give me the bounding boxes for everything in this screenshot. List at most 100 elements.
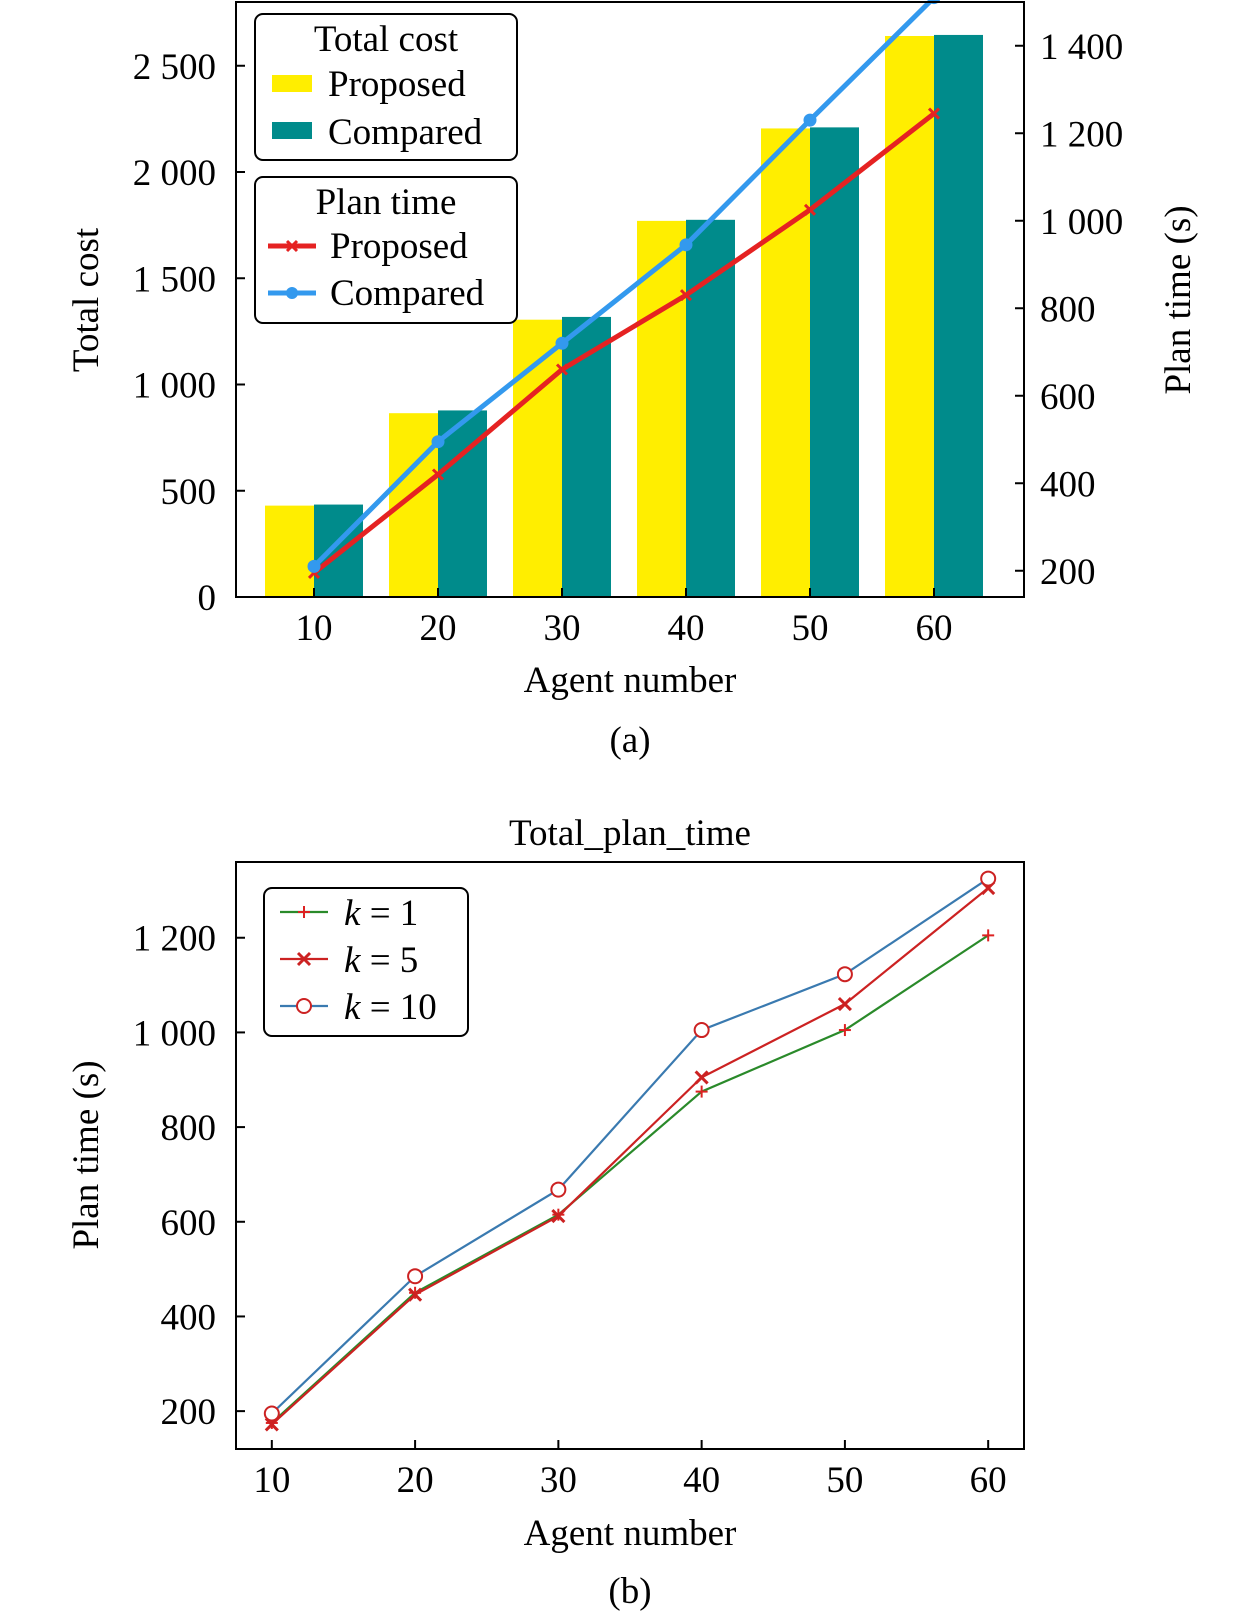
legend-label-rest: = 10 xyxy=(360,987,436,1028)
y-left-tick-label: 1 000 xyxy=(133,366,216,407)
legend-label-proposed-bar: Proposed xyxy=(328,64,466,105)
panel-a-caption: (a) xyxy=(609,720,650,761)
panel-b-caption: (b) xyxy=(608,1571,651,1612)
marker-stroke xyxy=(837,996,852,1012)
line-proposed xyxy=(312,111,936,575)
point-k-5-20 xyxy=(408,1287,423,1302)
bar-proposed-10 xyxy=(265,505,314,597)
legend-frame xyxy=(263,887,469,1037)
bar-proposed-30 xyxy=(513,319,562,597)
legend-x-marker xyxy=(285,239,299,253)
x-tick-label: 50 xyxy=(792,608,829,649)
marker-stroke xyxy=(285,239,299,253)
marker-stroke xyxy=(551,1209,566,1224)
point-k-10-50 xyxy=(836,966,853,983)
marker-stroke xyxy=(927,107,941,120)
bar-compared-30 xyxy=(562,316,611,597)
point-k-5-40 xyxy=(694,1070,709,1085)
panel-b-plot-frame xyxy=(235,861,1025,1450)
x-tick-label: 40 xyxy=(668,608,705,649)
point-proposed-60 xyxy=(927,107,941,120)
legend-marker-k-10 xyxy=(296,998,312,1014)
x-tick-label: 10 xyxy=(253,1460,290,1501)
legend-marker-k-5 xyxy=(296,951,312,967)
y-tick-label: 400 xyxy=(161,1297,217,1338)
x-tick-label: 10 xyxy=(296,608,333,649)
x-tick-label: 20 xyxy=(397,1460,434,1501)
panel-b-x-axis: 10 20 30 40 50 60 xyxy=(253,1440,1007,1501)
bar-compared-60 xyxy=(934,34,983,597)
legend-label-italic: k xyxy=(344,893,361,934)
y-left-tick-label: 2 000 xyxy=(133,153,216,194)
point-k-10-30 xyxy=(550,1181,567,1198)
y-right-tick-label: 200 xyxy=(1040,552,1096,593)
panel-a-y-left-label: Total cost xyxy=(66,227,107,372)
bar-proposed-50 xyxy=(761,128,810,597)
legend-frame xyxy=(254,13,518,161)
legend-label-k-1: k = 1 xyxy=(344,893,418,934)
panel-b-legend: k = 1k = 5k = 10 xyxy=(263,887,469,1037)
point-proposed-40 xyxy=(679,289,693,302)
marker-stroke xyxy=(679,289,693,302)
x-tick-label: 50 xyxy=(826,1460,863,1501)
panel-a-y-right-label: Plan time (s) xyxy=(1158,205,1199,394)
marker-stroke xyxy=(296,951,312,967)
line-k-1 xyxy=(271,934,989,1424)
legend-marker-compared-dot xyxy=(286,287,298,299)
marker-stroke xyxy=(555,363,569,376)
line-k-5 xyxy=(271,887,989,1426)
y-tick-label: 1 200 xyxy=(133,919,216,960)
panel-b-y-axis: 200 400 600 800 1 000 1 200 xyxy=(133,919,245,1433)
panel-a-chart: 0 500 1 000 1 500 2 000 2 500 200 400 600 800 1 0… xyxy=(66,0,1199,761)
y-tick-label: 800 xyxy=(161,1108,217,1149)
point-proposed-20 xyxy=(431,468,445,481)
point-k-10-10 xyxy=(263,1405,280,1422)
y-left-tick-label: 1 500 xyxy=(133,259,216,300)
line-compared xyxy=(312,0,936,569)
y-right-tick-label: 1 200 xyxy=(1040,114,1123,155)
y-tick-label: 200 xyxy=(161,1392,217,1433)
x-tick-label: 60 xyxy=(970,1460,1007,1501)
panel-a-x-label: Agent number xyxy=(524,660,737,701)
legend-label-compared-bar: Compared xyxy=(328,112,483,153)
point-k-5-50 xyxy=(837,996,852,1012)
panel-a-x-axis: 10 20 30 40 50 60 xyxy=(296,588,953,649)
panel-a-bars xyxy=(265,34,983,597)
legend-items: k = 1k = 5k = 10 xyxy=(280,893,437,1028)
panel-a-right-axis: 200 400 600 800 1 000 1 200 1 400 xyxy=(1015,27,1123,593)
bar-compared-40 xyxy=(686,219,735,597)
legend-swatch-proposed-bar xyxy=(272,75,312,92)
line-k-10 xyxy=(271,877,989,1415)
marker-stroke xyxy=(431,468,445,481)
point-k-10-20 xyxy=(407,1268,424,1285)
legend-label-rest: = 5 xyxy=(360,940,418,981)
y-left-tick-label: 500 xyxy=(161,472,217,513)
point-compared-30 xyxy=(555,336,569,350)
point-compared-10 xyxy=(307,559,321,573)
legend-label-rest: = 1 xyxy=(360,893,418,934)
panel-a-lines xyxy=(307,0,941,579)
y-tick-label: 600 xyxy=(161,1203,217,1244)
point-proposed-50 xyxy=(803,203,817,216)
panel-b-chart: Total_plan_time 200 400 600 800 1 000 1 200 1… xyxy=(66,813,1025,1612)
panel-b-lines xyxy=(263,870,997,1432)
point-k-1-50 xyxy=(838,1024,851,1037)
legend-label-compared-line: Compared xyxy=(330,273,485,314)
legend-label-italic: k xyxy=(344,940,361,981)
panel-b-x-label: Agent number xyxy=(524,1513,737,1554)
y-left-tick-label: 2 500 xyxy=(133,47,216,88)
y-right-tick-label: 400 xyxy=(1040,464,1096,505)
legend-label-k-5: k = 5 xyxy=(344,940,418,981)
legend-title: Plan time xyxy=(316,182,457,223)
y-left-tick-label: 0 xyxy=(198,578,217,619)
bar-compared-50 xyxy=(810,127,859,597)
marker-stroke xyxy=(694,1070,709,1085)
panel-b-y-label: Plan time (s) xyxy=(66,1060,107,1249)
point-proposed-30 xyxy=(555,363,569,376)
legend-swatch-compared-bar xyxy=(272,122,312,139)
legend-label-k-10: k = 10 xyxy=(344,987,437,1028)
panel-a-left-axis: 0 500 1 000 1 500 2 000 2 500 xyxy=(133,47,245,619)
legend-marker-k-1 xyxy=(298,906,310,918)
point-k-1-60 xyxy=(982,929,995,942)
